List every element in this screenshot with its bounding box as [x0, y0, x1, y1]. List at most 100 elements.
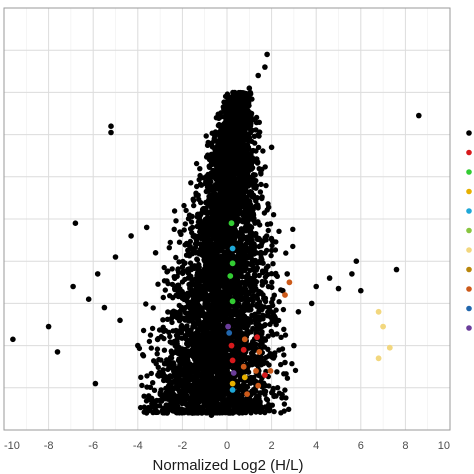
- cloud-point: [183, 207, 189, 214]
- cloud-point: [232, 294, 238, 300]
- cloud-point: [274, 385, 281, 391]
- cloud-point: [268, 314, 274, 320]
- cloud-point: [279, 346, 286, 352]
- cloud-point: [238, 236, 245, 243]
- cloud-point: [183, 240, 190, 247]
- cloud-point: [252, 287, 258, 293]
- cloud-point: [196, 399, 202, 405]
- cloud-point: [257, 399, 263, 405]
- cloud-point: [164, 316, 171, 322]
- cloud-point: [168, 348, 175, 355]
- cloud-point: [270, 212, 277, 218]
- cloud-point: [218, 404, 225, 410]
- cloud-point: [195, 363, 201, 369]
- cloud-point: [219, 303, 226, 310]
- cloud-point: [237, 242, 243, 248]
- cloud-point: [260, 148, 266, 154]
- cloud-point: [166, 362, 172, 369]
- cloud-point: [281, 326, 287, 332]
- cloud-point: [154, 346, 161, 352]
- cloud-point: [247, 317, 253, 323]
- cloud-point: [241, 136, 247, 143]
- cloud-point: [244, 234, 251, 240]
- cloud-point: [194, 295, 201, 301]
- cloud-point: [242, 321, 249, 327]
- cloud-point: [245, 363, 252, 369]
- cloud-point: [184, 298, 190, 305]
- cloud-point: [292, 367, 299, 374]
- cloud-point: [238, 203, 245, 209]
- cloud-point: [141, 409, 147, 415]
- cloud-point: [220, 104, 226, 110]
- cloud-point: [254, 303, 260, 309]
- cloud-point: [222, 407, 229, 413]
- cloud-point: [235, 139, 242, 145]
- cloud-point: [227, 293, 233, 299]
- cloud-point: [181, 202, 187, 209]
- cloud-point: [207, 330, 213, 337]
- cloud-point: [208, 340, 215, 346]
- cloud-point: [197, 166, 203, 172]
- cloud-point: [262, 274, 269, 280]
- cloud-point: [273, 307, 279, 313]
- cloud-point: [248, 224, 255, 231]
- cloud-point: [228, 233, 234, 239]
- cloud-point: [284, 375, 291, 381]
- cloud-point: [175, 288, 181, 294]
- cloud-point: [215, 246, 222, 252]
- cloud-point: [278, 334, 284, 340]
- cloud-point: [253, 321, 259, 328]
- cloud-point: [151, 387, 158, 393]
- cloud-point: [232, 346, 239, 352]
- cloud-point: [214, 208, 220, 215]
- cloud-point: [194, 370, 201, 376]
- cloud-point: [230, 410, 236, 416]
- cloud-point: [171, 226, 177, 232]
- cloud-point: [182, 221, 188, 227]
- cloud-point: [250, 294, 256, 300]
- cloud-point: [228, 347, 235, 354]
- cloud-point: [203, 339, 210, 345]
- cloud-point: [160, 294, 166, 301]
- cloud-point: [147, 332, 154, 338]
- cloud-point: [175, 282, 182, 288]
- cloud-point: [146, 393, 152, 399]
- cloud-point: [209, 140, 215, 146]
- cloud-point: [141, 393, 147, 399]
- cloud-point: [161, 264, 167, 271]
- cloud-point: [155, 281, 161, 287]
- cloud-point: [268, 235, 275, 242]
- cloud-point: [216, 121, 222, 128]
- cloud-point: [269, 318, 275, 325]
- cloud-point: [247, 358, 253, 364]
- cloud-point: [262, 382, 269, 389]
- cloud-point: [165, 280, 171, 287]
- cloud-point: [155, 335, 161, 342]
- cloud-point: [236, 152, 242, 158]
- cloud-point: [283, 250, 289, 256]
- cloud-point: [208, 179, 214, 185]
- cloud-point: [271, 353, 278, 359]
- cloud-point: [224, 380, 230, 386]
- cloud-point: [264, 233, 270, 239]
- cloud-point: [210, 317, 217, 323]
- cloud-point: [186, 292, 192, 298]
- cloud-point: [187, 284, 193, 290]
- cloud-point: [204, 142, 211, 148]
- cloud-point: [148, 370, 154, 377]
- cloud-point: [208, 375, 214, 382]
- cloud-point: [193, 160, 200, 167]
- cloud-point: [282, 332, 289, 338]
- cloud-point: [203, 133, 209, 139]
- cloud-point: [153, 409, 159, 416]
- cloud-point: [205, 286, 212, 292]
- cloud-point: [290, 226, 296, 232]
- cloud-point: [253, 327, 259, 333]
- cloud-point: [286, 406, 292, 412]
- cloud-point: [274, 273, 280, 279]
- cloud-point: [243, 263, 249, 269]
- cloud-point: [167, 333, 173, 340]
- cloud-point: [270, 385, 276, 392]
- cloud-point: [236, 254, 242, 260]
- cloud-point: [262, 250, 268, 256]
